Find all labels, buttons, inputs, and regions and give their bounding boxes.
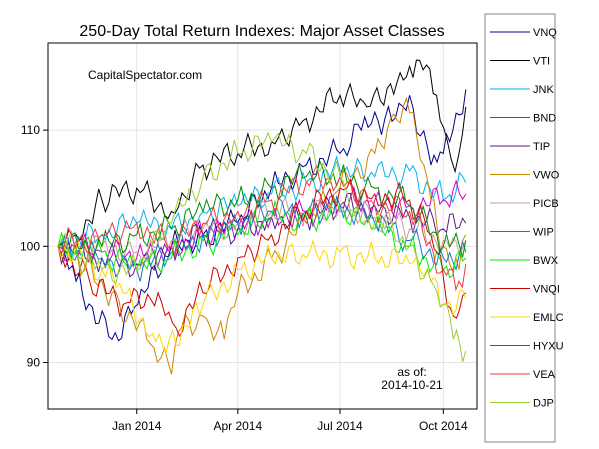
series-line-djp (57, 131, 467, 363)
legend: VNQ VTI JNK BND TIP VWO PICB WIP BWX VNQI EMLC HYXU… (490, 27, 564, 410)
series-line-picb (57, 196, 467, 268)
legend-label: DJP (533, 398, 554, 410)
y-axis: 90 100 110 (20, 123, 48, 370)
legend-label: VNQ (533, 27, 557, 39)
x-tick-label: Oct 2014 (419, 419, 468, 433)
legend-entry-hyxu: HYXU (490, 341, 564, 353)
chart-title: 250-Day Total Return Indexes: Major Asse… (79, 23, 444, 40)
legend-entry-vnqi: VNQI (490, 284, 560, 296)
series-line-vea (57, 163, 467, 292)
legend-label: HYXU (533, 341, 564, 353)
legend-label: VTI (533, 56, 550, 68)
legend-label: JNK (533, 84, 554, 96)
legend-entry-bnd: BND (490, 113, 556, 125)
legend-entry-vnq: VNQ (490, 27, 557, 39)
legend-entry-wip: WIP (490, 227, 554, 239)
y-tick-label: 110 (21, 123, 40, 137)
series-line-vnqi (57, 177, 467, 338)
x-axis: Jan 2014 Apr 2014 Jul 2014 Oct 2014 (112, 409, 468, 433)
legend-entry-vti: VTI (490, 56, 550, 68)
x-tick-label: Jan 2014 (112, 419, 162, 433)
x-tick-label: Apr 2014 (213, 419, 262, 433)
series-line-wip (57, 194, 467, 282)
legend-label: TIP (533, 141, 550, 153)
x-tick-label: Jul 2014 (317, 419, 363, 433)
legend-label: BND (533, 113, 556, 125)
series-line-emlc (57, 239, 467, 355)
legend-box (484, 13, 556, 443)
legend-entry-emlc: EMLC (490, 312, 564, 324)
plot-frame (47, 42, 478, 410)
asof-label: as of: (397, 365, 426, 379)
y-tick-label: 90 (27, 356, 41, 370)
legend-entry-bwx: BWX (490, 255, 559, 267)
asof-date: 2014-10-21 (381, 378, 443, 392)
series-line-hyxu (57, 159, 467, 265)
legend-entry-jnk: JNK (490, 84, 554, 96)
legend-entry-vea: VEA (490, 369, 556, 381)
legend-entry-picb: PICB (490, 198, 559, 210)
source-label: CapitalSpectator.com (88, 68, 202, 82)
legend-label: WIP (533, 227, 554, 239)
legend-label: VNQI (533, 284, 560, 296)
series-line-bwx (57, 196, 467, 279)
legend-label: VEA (533, 369, 556, 381)
legend-label: EMLC (533, 312, 564, 324)
series-line-vti (57, 59, 467, 247)
series-lines (57, 59, 467, 375)
legend-label: VWO (533, 170, 560, 182)
legend-entry-djp: DJP (490, 398, 554, 410)
series-line-tip (57, 192, 467, 278)
legend-label: BWX (533, 255, 559, 267)
legend-label: PICB (533, 198, 559, 210)
y-tick-label: 100 (20, 239, 40, 253)
legend-entry-tip: TIP (490, 141, 550, 153)
legend-entry-vwo: VWO (490, 170, 560, 182)
